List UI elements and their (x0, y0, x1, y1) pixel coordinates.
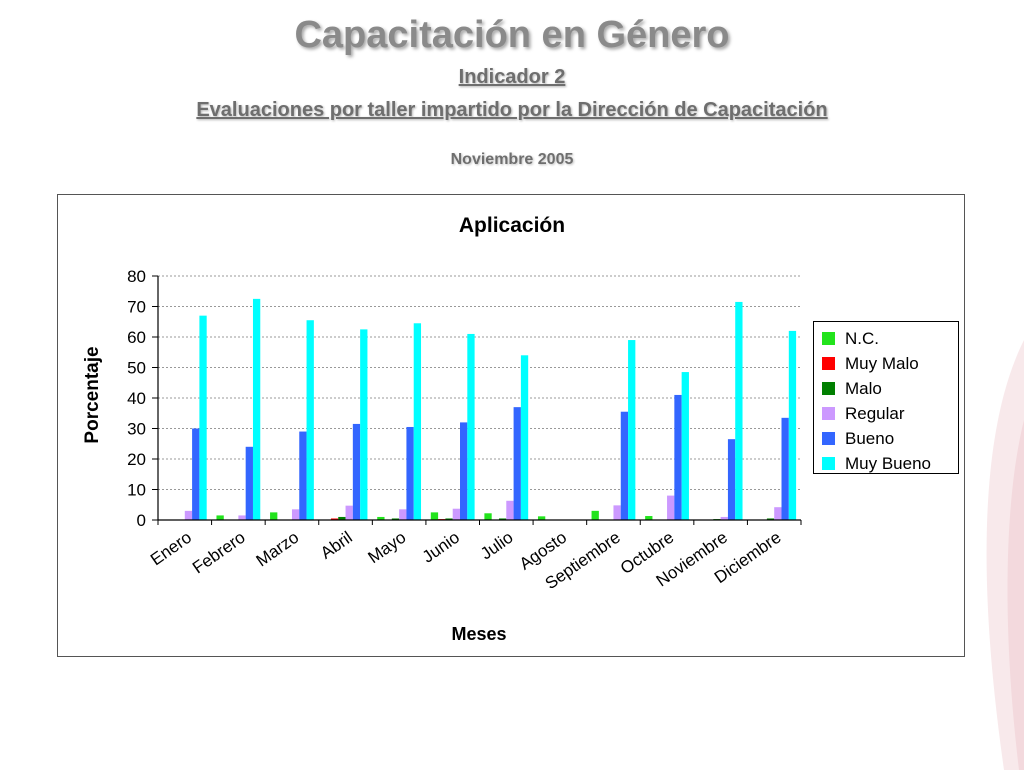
bar-muy-bueno-octubre (681, 372, 689, 520)
bar-bueno-noviembre (727, 439, 736, 520)
legend-item: Muy Bueno (822, 451, 958, 476)
x-tick-label: Abril (317, 528, 356, 563)
bar-regular-julio (506, 500, 514, 520)
bar-n-c--octubre (645, 516, 653, 520)
x-tick-label: Junio (419, 528, 463, 567)
chart-legend: N.C. Muy Malo Malo Regular Bueno Muy Bueno (813, 321, 959, 474)
y-tick-labels: 0 10 20 30 40 50 60 70 80 (127, 267, 158, 530)
bar-regular-diciembre (774, 507, 782, 520)
bar-muy-bueno-enero (199, 315, 207, 520)
bar-muy-bueno-septiembre (628, 340, 636, 520)
indicator-subtitle: Indicador 2 (458, 66, 566, 88)
bar-regular-abril (345, 505, 353, 520)
legend-swatch (822, 407, 835, 420)
legend-label: Regular (845, 403, 905, 423)
y-tick-label: 20 (127, 450, 146, 469)
bar-bueno-enero (192, 428, 200, 520)
decorative-swoosh (986, 340, 1024, 770)
bar-malo-abril (338, 516, 346, 520)
bar-bueno-junio (460, 422, 468, 520)
evaluation-subtitle: Evaluaciones por taller impartido por la… (196, 99, 828, 121)
y-tick-label: 70 (127, 298, 146, 317)
bar-n-c--julio (484, 513, 492, 520)
y-tick-label: 10 (127, 481, 146, 500)
bar-muy-bueno-mayo (413, 323, 422, 520)
legend-item: Malo (822, 376, 958, 401)
bar-n-c--junio (430, 512, 439, 520)
y-tick-label: 60 (127, 328, 146, 347)
bar-n-c--marzo (270, 512, 278, 520)
x-tick-label: Mayo (364, 528, 409, 567)
bar-malo-junio (445, 518, 453, 520)
legend-item: Muy Malo (822, 351, 958, 376)
bar-regular-septiembre (613, 505, 621, 520)
gridlines (158, 275, 801, 490)
bar-malo-diciembre (766, 518, 775, 520)
legend-swatch (822, 382, 835, 395)
bar-regular-febrero (238, 515, 246, 520)
bar-chart: Aplicación 0 10 20 30 40 50 60 70 80 EneroFebrer… (82, 214, 802, 644)
bar-n-c--mayo (377, 516, 385, 520)
x-tick-label: Julio (477, 528, 517, 564)
bar-muy-bueno-junio (467, 333, 475, 520)
legend-label: Muy Bueno (845, 453, 931, 473)
x-axis-title: Meses (451, 624, 506, 644)
x-tick-label: Marzo (253, 528, 303, 571)
bar-bueno-mayo (406, 426, 414, 520)
legend-label: Muy Malo (845, 353, 919, 373)
bar-regular-enero (184, 510, 193, 520)
y-tick-label: 80 (127, 267, 146, 286)
bar-bueno-diciembre (781, 417, 789, 520)
bar-n-c--agosto (537, 516, 546, 520)
y-axis-title: Porcentaje (82, 346, 103, 443)
chart-title: Aplicación (459, 214, 565, 237)
legend-item: N.C. (822, 326, 958, 351)
bar-muy-bueno-febrero (252, 298, 261, 520)
legend-swatch (822, 357, 835, 370)
legend-swatch (822, 332, 835, 345)
page-title: Capacitación en Género (294, 14, 730, 56)
bar-regular-marzo (291, 509, 300, 520)
legend-item: Bueno (822, 426, 958, 451)
y-tick-label: 40 (127, 389, 146, 408)
bar-malo-mayo (391, 518, 400, 520)
bar-muy-malo-abril (330, 518, 339, 520)
x-tick-label: Enero (147, 528, 195, 570)
bar-malo-julio (498, 518, 507, 520)
bar-n-c--febrero (216, 515, 224, 520)
bar-bueno-marzo (299, 431, 307, 520)
legend-label: N.C. (845, 328, 879, 348)
x-tick-label: Febrero (189, 528, 249, 578)
legend-label: Malo (845, 378, 882, 398)
legend-label: Bueno (845, 428, 895, 448)
bar-muy-bueno-diciembre (788, 330, 797, 520)
report-date: Noviembre 2005 (450, 151, 574, 168)
bar-bueno-abril (352, 423, 361, 520)
legend-swatch (822, 457, 835, 470)
bar-bueno-julio (513, 407, 521, 520)
bar-muy-bueno-noviembre (735, 301, 743, 520)
bar-bueno-septiembre (620, 411, 629, 520)
bar-muy-bueno-julio (520, 355, 529, 520)
bar-bueno-octubre (674, 394, 682, 520)
bar-muy-bueno-marzo (306, 320, 314, 520)
bars (184, 298, 797, 520)
bar-regular-mayo (399, 509, 407, 520)
bar-regular-noviembre (720, 516, 728, 520)
bar-regular-octubre (667, 495, 675, 520)
chart-container: Aplicación 0 10 20 30 40 50 60 70 80 Enero Febrer… (57, 194, 965, 657)
bar-muy-bueno-abril (360, 329, 368, 520)
y-tick-label: 0 (137, 511, 146, 530)
legend-item: Regular (822, 401, 958, 426)
y-tick-label: 50 (127, 359, 146, 378)
legend-swatch (822, 432, 835, 445)
bar-regular-junio (452, 508, 461, 520)
bar-n-c--septiembre (591, 510, 599, 520)
bar-bueno-febrero (245, 446, 253, 520)
y-tick-label: 30 (127, 420, 146, 439)
